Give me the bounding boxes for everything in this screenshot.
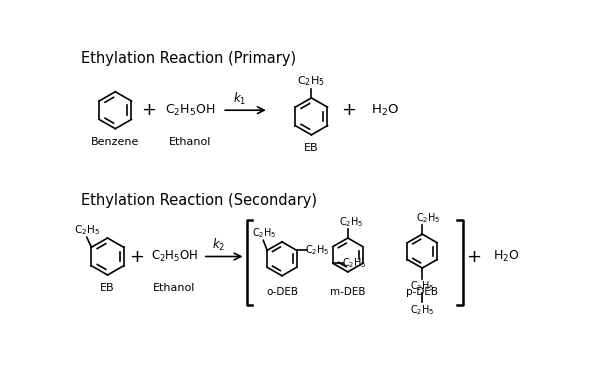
- Text: Ethanol: Ethanol: [153, 283, 196, 294]
- Text: o-DEB: o-DEB: [266, 287, 298, 297]
- Text: $k_2$: $k_2$: [212, 237, 225, 253]
- Text: $\mathregular{C_2H_5}$: $\mathregular{C_2H_5}$: [338, 215, 363, 229]
- Text: Ethanol: Ethanol: [169, 137, 211, 147]
- Text: m-DEB: m-DEB: [330, 287, 365, 297]
- Text: $\mathregular{C_2H_5}$: $\mathregular{C_2H_5}$: [341, 257, 367, 270]
- Text: +: +: [141, 101, 156, 119]
- Text: Ethylation Reaction (Primary): Ethylation Reaction (Primary): [81, 51, 296, 66]
- Text: $\mathregular{C_2H_5}$: $\mathregular{C_2H_5}$: [305, 244, 330, 257]
- Text: $\mathregular{C_2H_5}$: $\mathregular{C_2H_5}$: [74, 223, 100, 237]
- Text: +: +: [130, 248, 145, 266]
- Text: EB: EB: [100, 283, 115, 294]
- Text: EB: EB: [304, 143, 319, 153]
- Text: $\mathregular{H_2O}$: $\mathregular{H_2O}$: [493, 249, 520, 264]
- Text: $\mathregular{C_2H_5}$: $\mathregular{C_2H_5}$: [410, 280, 434, 294]
- Text: $\mathregular{C_2H_5}$: $\mathregular{C_2H_5}$: [251, 226, 277, 240]
- Text: $\mathregular{H_2O}$: $\mathregular{H_2O}$: [371, 103, 399, 118]
- Text: $\mathregular{C_2H_5}$: $\mathregular{C_2H_5}$: [298, 74, 325, 88]
- Text: $\mathregular{C_2H_5}$: $\mathregular{C_2H_5}$: [410, 303, 434, 317]
- Text: p-DEB: p-DEB: [406, 287, 438, 297]
- Text: Benzene: Benzene: [91, 137, 139, 147]
- Text: Ethylation Reaction (Secondary): Ethylation Reaction (Secondary): [81, 192, 317, 208]
- Text: $k_1$: $k_1$: [233, 91, 246, 107]
- Text: $\mathregular{C_2H_5OH}$: $\mathregular{C_2H_5OH}$: [151, 249, 198, 264]
- Text: +: +: [341, 101, 356, 119]
- Text: $\mathregular{C_2H_5}$: $\mathregular{C_2H_5}$: [416, 211, 441, 225]
- Text: +: +: [467, 248, 482, 266]
- Text: $\mathregular{C_2H_5OH}$: $\mathregular{C_2H_5OH}$: [164, 103, 215, 118]
